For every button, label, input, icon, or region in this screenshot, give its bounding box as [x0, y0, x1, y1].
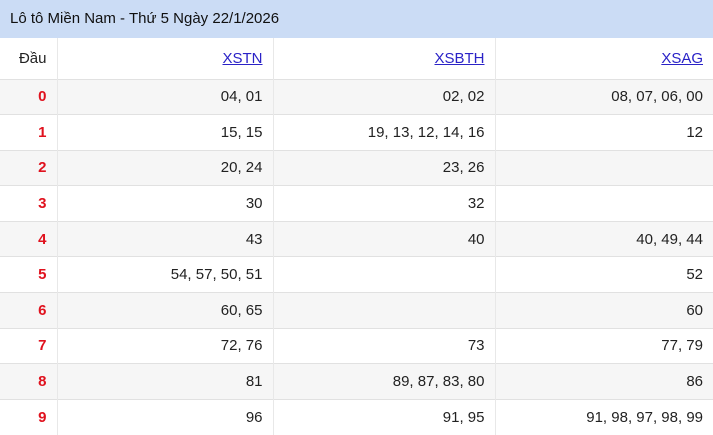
- xstn-cell: 81: [57, 363, 274, 400]
- table-row: 5 54, 57, 50, 51 52: [0, 256, 713, 293]
- xsbth-cell: 73: [273, 327, 496, 364]
- digit-cell: 8: [0, 363, 58, 400]
- table-row: 6 60, 65 60: [0, 292, 713, 329]
- xsag-cell: 91, 98, 97, 98, 99: [495, 398, 713, 435]
- table-row: 7 72, 76 73 77, 79: [0, 327, 713, 364]
- digit-cell: 0: [0, 78, 58, 115]
- column-header-dau: Đầu: [0, 38, 58, 79]
- xsag-cell: 77, 79: [495, 327, 713, 364]
- table-row: 8 81 89, 87, 83, 80 86: [0, 363, 713, 400]
- table-row: 0 04, 01 02, 02 08, 07, 06, 00: [0, 78, 713, 115]
- xsbth-cell: 23, 26: [273, 149, 496, 186]
- xsbth-cell: 19, 13, 12, 14, 16: [273, 114, 496, 151]
- column-header-xsbth: XSBTH: [273, 38, 496, 79]
- table-row: 1 15, 15 19, 13, 12, 14, 16 12: [0, 114, 713, 151]
- xsbth-link[interactable]: XSBTH: [434, 49, 485, 67]
- xstn-link[interactable]: XSTN: [222, 49, 263, 67]
- xsag-cell: [495, 185, 713, 222]
- xsag-cell: 60: [495, 292, 713, 329]
- xsbth-cell: 02, 02: [273, 78, 496, 115]
- digit-cell: 1: [0, 114, 58, 151]
- table-row: 3 30 32: [0, 185, 713, 222]
- xstn-cell: 96: [57, 398, 274, 435]
- column-header-xsag: XSAG: [495, 38, 713, 79]
- xsbth-cell: 91, 95: [273, 398, 496, 435]
- xstn-cell: 43: [57, 220, 274, 257]
- digit-cell: 3: [0, 185, 58, 222]
- xsbth-cell: [273, 256, 496, 293]
- digit-cell: 5: [0, 256, 58, 293]
- table-header-row: Đầu XSTN XSBTH XSAG: [0, 38, 713, 79]
- xstn-cell: 20, 24: [57, 149, 274, 186]
- digit-cell: 4: [0, 220, 58, 257]
- xstn-cell: 72, 76: [57, 327, 274, 364]
- xsag-cell: 12: [495, 114, 713, 151]
- table-row: 9 96 91, 95 91, 98, 97, 98, 99: [0, 398, 713, 435]
- xstn-cell: 30: [57, 185, 274, 222]
- column-header-xstn: XSTN: [57, 38, 274, 79]
- digit-cell: 2: [0, 149, 58, 186]
- digit-cell: 6: [0, 292, 58, 329]
- page-title: Lô tô Miền Nam - Thứ 5 Ngày 22/1/2026: [0, 0, 713, 38]
- xsbth-cell: 32: [273, 185, 496, 222]
- xsbth-cell: 89, 87, 83, 80: [273, 363, 496, 400]
- xsbth-cell: [273, 292, 496, 329]
- digit-cell: 7: [0, 327, 58, 364]
- xsag-link[interactable]: XSAG: [661, 49, 703, 67]
- table-row: 2 20, 24 23, 26: [0, 149, 713, 186]
- xsag-cell: 08, 07, 06, 00: [495, 78, 713, 115]
- xstn-cell: 15, 15: [57, 114, 274, 151]
- loto-table: Đầu XSTN XSBTH XSAG 0 04, 01 02, 02 08, …: [0, 38, 713, 435]
- xstn-cell: 04, 01: [57, 78, 274, 115]
- table-row: 4 43 40 40, 49, 44: [0, 220, 713, 257]
- digit-cell: 9: [0, 398, 58, 435]
- xsag-cell: 52: [495, 256, 713, 293]
- xsbth-cell: 40: [273, 220, 496, 257]
- xsag-cell: 86: [495, 363, 713, 400]
- xsag-cell: [495, 149, 713, 186]
- xstn-cell: 60, 65: [57, 292, 274, 329]
- xsag-cell: 40, 49, 44: [495, 220, 713, 257]
- xstn-cell: 54, 57, 50, 51: [57, 256, 274, 293]
